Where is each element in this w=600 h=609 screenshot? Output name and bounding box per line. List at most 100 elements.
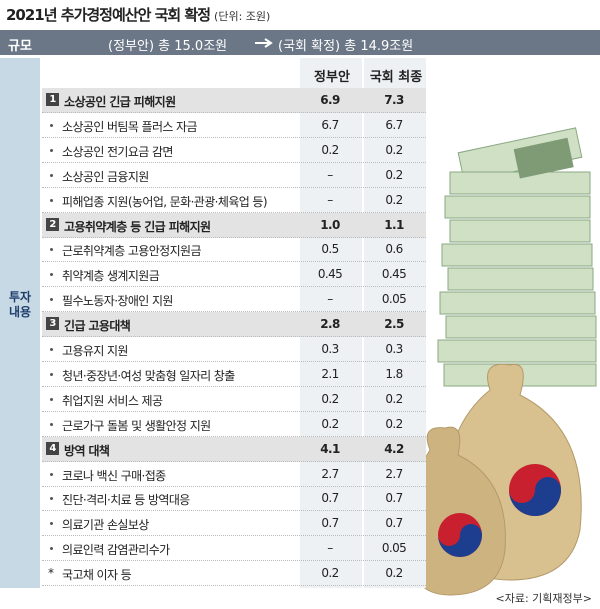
arrow: [255, 38, 273, 48]
row-name: 진단·격리·치료 등 방역대응: [62, 493, 190, 508]
section-row: 3 긴급 고용대책 2.8 2.5: [42, 312, 426, 338]
column-header: 국회 최종: [369, 70, 423, 85]
final-value: 0.2: [385, 391, 403, 406]
column-header: 정부안: [314, 70, 350, 85]
item-row: 고용유지 지원 0.3 0.3: [42, 337, 426, 362]
gov-value: 2.7: [321, 466, 339, 481]
section-number: 4: [46, 441, 59, 455]
row-name: 필수노동자·장애인 지원: [62, 294, 173, 309]
row-name: 취업지원 서비스 제공: [62, 393, 163, 408]
gov-value: –: [327, 292, 333, 307]
money-illustration: [420, 127, 597, 596]
note-row: * 국고채 이자 등 0.2 0.2: [42, 561, 426, 587]
row-name: 소상공인 금융지원: [62, 169, 149, 184]
gov-value: 0.7: [321, 491, 339, 506]
gov-value: –: [327, 192, 333, 207]
item-row: 소상공인 전기요금 감면 0.2 0.2: [42, 138, 426, 163]
gov-value: 0.7: [321, 516, 339, 531]
bullet: [50, 497, 53, 501]
item-row: 의료인력 감염관리수가 – 0.05: [42, 536, 426, 562]
gov-value: 6.9: [320, 93, 340, 107]
scale-final: (국회 확정) 총 14.9조원: [278, 39, 414, 54]
row-name: 청년·중장년·여성 맞춤형 일자리 창출: [62, 368, 235, 383]
final-value: 0.3: [385, 342, 403, 356]
gov-value: 0.2: [321, 416, 339, 431]
gov-value: 0.2: [321, 142, 339, 157]
bullet: [50, 348, 53, 351]
scale-bar: 규모 (정부안) 총 15.0조원 (국회 확정) 총 14.9조원: [0, 30, 600, 55]
bullet: [50, 298, 53, 302]
row-name: 고용유지 지원: [62, 344, 128, 358]
row-name: 취약계층 생계지원금: [62, 269, 160, 284]
final-value: 1.1: [384, 217, 404, 232]
side-label: 투자 내용: [8, 290, 32, 319]
final-value: 0.2: [385, 566, 403, 581]
bullet: [50, 397, 53, 401]
gov-value: 4.1: [320, 441, 340, 456]
final-value: 0.45: [381, 267, 407, 282]
gov-value: 0.5: [321, 242, 339, 257]
final-value: 4.2: [384, 441, 404, 456]
row-name: 코로나 백신 구매·접종: [62, 468, 166, 483]
bullet: [50, 372, 53, 376]
bullet: [50, 547, 53, 551]
final-value: 0.7: [385, 516, 403, 531]
gov-value: –: [327, 541, 333, 556]
item-row: 근로취약계층 고용안정지원금 0.5 0.6: [42, 237, 426, 263]
row-name: 고용취약계층 등 긴급 피해지원: [64, 219, 211, 234]
item-row: 소상공인 버팀목 플러스 자금 6.7 6.7: [42, 113, 426, 138]
gov-value: 0.2: [321, 566, 339, 581]
final-value: 2.7: [385, 466, 403, 481]
row-name: 소상공인 버팀목 플러스 자금: [62, 119, 198, 134]
final-value: 0.2: [385, 192, 403, 207]
final-value: 2.5: [384, 317, 404, 332]
final-value: 0.05: [381, 541, 407, 556]
row-name: 의료인력 감염관리수가: [62, 543, 170, 558]
row-name: 소상공인 전기요금 감면: [62, 144, 173, 159]
row-name: 긴급 고용대책: [64, 319, 131, 334]
item-row: 의료기관 손실보상 0.7 0.7: [42, 511, 426, 537]
section-row: 1 소상공인 긴급 피해지원 6.9 7.3: [42, 88, 426, 113]
bullet: [50, 123, 53, 127]
final-value: 0.2: [385, 167, 403, 182]
section-row: 4 방역 대책 4.1 4.2: [42, 436, 426, 462]
bullet: [50, 522, 53, 526]
gov-value: 2.1: [321, 366, 339, 381]
gov-value: 2.8: [320, 317, 340, 332]
item-row: 피해업종 지원(농어업, 문화·관광·체육업 등) – 0.2: [42, 188, 426, 213]
section-number: 2: [46, 217, 59, 231]
gov-value: 0.45: [317, 267, 343, 282]
final-value: 6.7: [385, 117, 403, 132]
scale-gov: (정부안) 총 15.0조원: [108, 39, 228, 54]
final-value: 0.7: [385, 491, 403, 506]
bullet: [50, 198, 53, 202]
title-text: 2021년 추가경정예산안 국회 확정: [6, 6, 211, 24]
row-name: 근로가구 돌봄 및 생활안정 지원: [62, 418, 211, 433]
row-name: 근로취약계층 고용안정지원금: [62, 244, 202, 259]
item-row: 소상공인 금융지원 – 0.2: [42, 163, 426, 188]
source: <자료: 기획재정부>: [495, 592, 592, 605]
row-name: 국고채 이자 등: [62, 568, 132, 583]
bullet: [50, 248, 53, 252]
unit: (단위: 조원): [214, 10, 271, 23]
bullet: [50, 422, 53, 426]
bullet: [50, 173, 53, 177]
row-name: 방역 대책: [64, 443, 110, 458]
item-row: 청년·중장년·여성 맞춤형 일자리 창출 2.1 1.8: [42, 362, 426, 387]
item-row: 취약계층 생계지원금 0.45 0.45: [42, 262, 426, 288]
gov-value: 6.7: [321, 117, 339, 132]
bullet: [50, 472, 53, 476]
final-value: 7.3: [384, 93, 404, 107]
final-value: 1.8: [385, 366, 403, 381]
item-row: 코로나 백신 구매·접종 2.7 2.7: [42, 462, 426, 487]
title: 2021년 추가경정예산안 국회 확정 (단위: 조원): [6, 4, 270, 25]
bullet: [50, 148, 53, 152]
section-row: 2 고용취약계층 등 긴급 피해지원 1.0 1.1: [42, 212, 426, 238]
gov-value: 0.2: [321, 391, 339, 406]
final-value: 0.05: [381, 292, 407, 307]
final-value: 0.6: [385, 242, 403, 257]
item-row: 취업지원 서비스 제공 0.2 0.2: [42, 387, 426, 412]
item-row: 근로가구 돌봄 및 생활안정 지원 0.2 0.2: [42, 412, 426, 437]
final-value: 0.2: [385, 142, 403, 157]
